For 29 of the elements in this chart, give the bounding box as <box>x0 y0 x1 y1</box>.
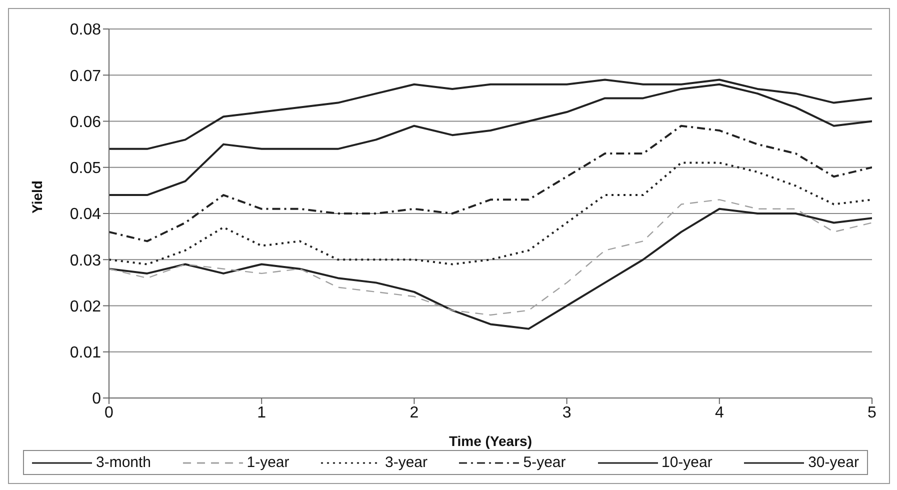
legend-label: 5-year <box>522 454 566 471</box>
y-tick-label: 0.04 <box>70 206 102 224</box>
y-tick-label: 0.08 <box>70 22 102 39</box>
y-tick-label: 0.01 <box>70 344 102 362</box>
line-series <box>109 124 872 242</box>
y-tick-label: 0.06 <box>70 114 102 131</box>
y-tick-label: 0 <box>92 390 102 408</box>
y-tick-label: 0.07 <box>70 68 102 85</box>
line-series <box>109 199 872 316</box>
x-axis-title: Time (Years) <box>448 433 532 449</box>
y-axis-title: Yield <box>28 180 45 214</box>
legend-label: 30-year <box>807 454 859 471</box>
x-tick-label: 3 <box>562 404 572 422</box>
legend-label: 1-year <box>246 454 290 471</box>
x-tick-label: 1 <box>257 404 266 422</box>
line-series <box>109 83 872 196</box>
x-tick-label: 4 <box>714 404 724 422</box>
legend-label: 10-year <box>660 454 712 471</box>
legend-label: 3-year <box>384 454 428 471</box>
line-series <box>109 78 872 150</box>
legend-label: 3-month <box>95 454 152 471</box>
y-tick-label: 0.05 <box>70 160 102 178</box>
y-tick-label: 0.03 <box>70 252 102 270</box>
line-series <box>109 208 872 330</box>
y-tick-label: 0.02 <box>70 298 102 316</box>
line-series <box>109 162 872 266</box>
x-tick-label: 2 <box>410 404 419 422</box>
x-tick-label: 5 <box>868 404 877 422</box>
x-tick-label: 0 <box>104 404 114 422</box>
